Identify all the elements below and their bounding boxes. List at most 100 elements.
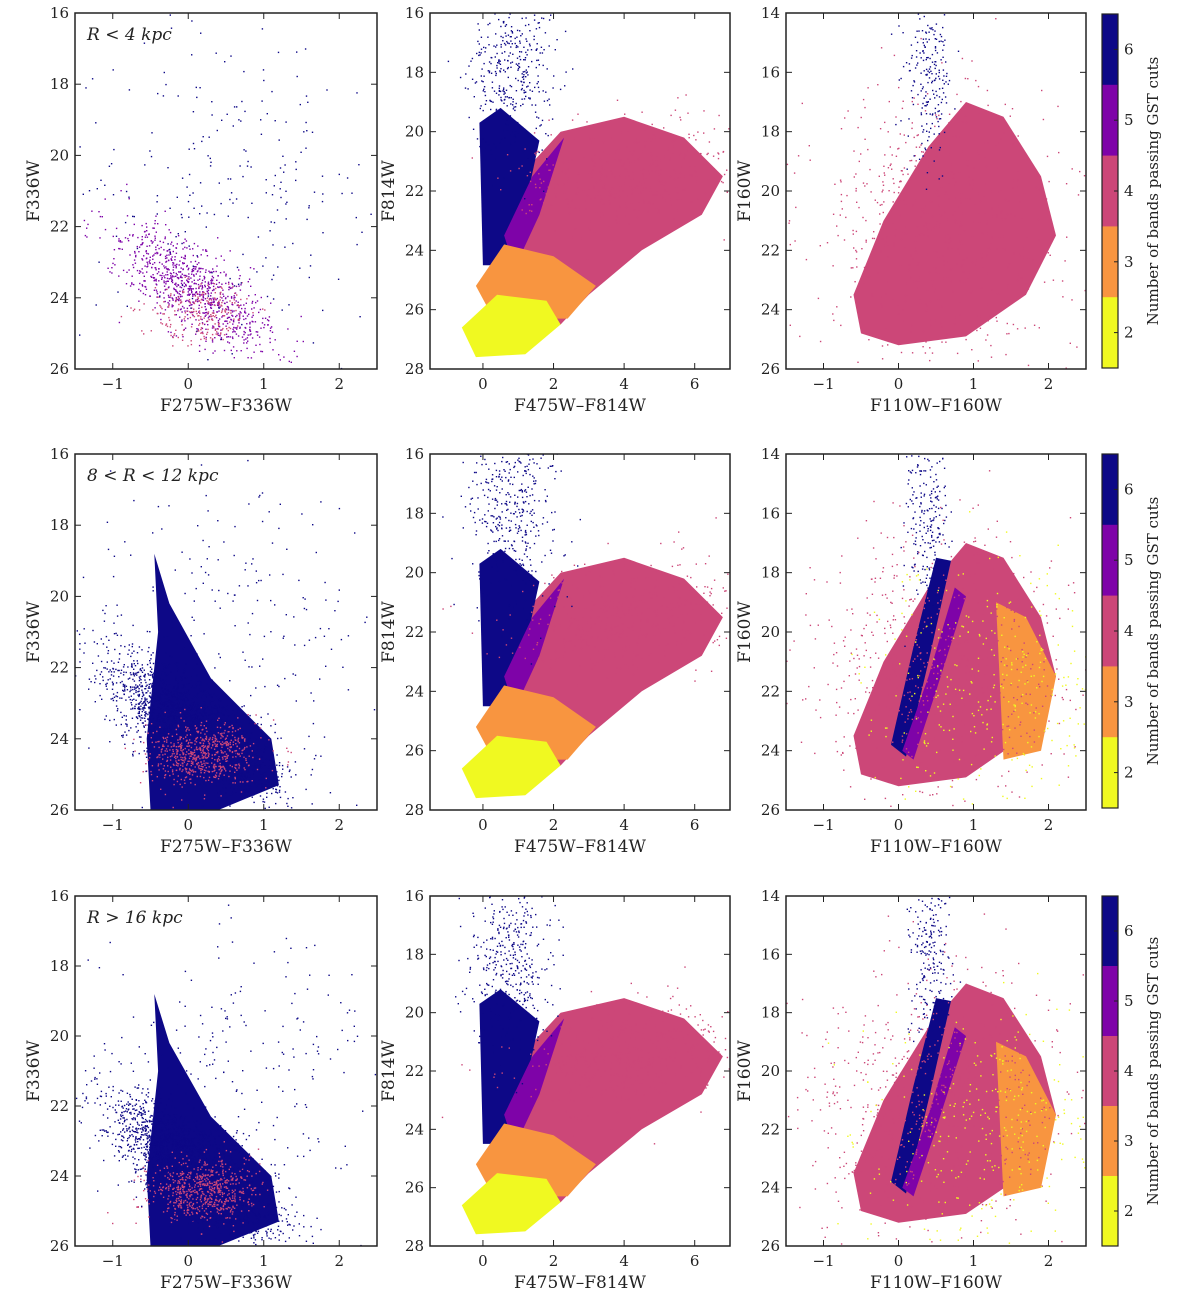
x-tick-label: 0 (183, 816, 193, 834)
y-tick-label: 14 (761, 887, 780, 905)
cmd-density-blob (461, 735, 561, 799)
cmd-data-points (75, 459, 376, 810)
colorbar-segment (1102, 84, 1118, 157)
x-tick-label: −1 (102, 1252, 124, 1270)
colorbar-tick-label: 4 (1124, 622, 1134, 640)
colorbar-tick-label: 3 (1124, 693, 1134, 711)
x-tick-label: 0 (478, 375, 488, 393)
x-tick-label: 4 (619, 816, 629, 834)
x-tick-label: 6 (690, 375, 700, 393)
y-axis-title: F814W (379, 1040, 399, 1102)
colorbar-segment (1102, 595, 1118, 667)
x-tick-label: 0 (894, 375, 904, 393)
x-tick-label: 0 (183, 375, 193, 393)
y-tick-label: 20 (50, 1027, 69, 1045)
x-tick-label: −1 (102, 375, 124, 393)
x-tick-label: 0 (183, 1252, 193, 1270)
y-axis-title: F160W (735, 160, 755, 222)
y-tick-label: 20 (761, 182, 780, 200)
cmd-density-blob (891, 998, 951, 1194)
y-tick-label: 26 (50, 1237, 69, 1255)
y-tick-label: 18 (50, 75, 69, 93)
cmd-panel-0-0: −1 0 1 2 16 18 20 22 24 26 F275W–F336W F336W R < 4 k… (24, 4, 378, 416)
cmd-density-blob (853, 102, 1056, 346)
y-tick-label: 16 (405, 887, 424, 905)
colorbar-tick-label: 2 (1124, 1202, 1134, 1220)
cmd-density-blob (504, 1018, 565, 1147)
y-axis-title: F336W (24, 601, 44, 663)
colorbar-segment (1102, 14, 1118, 86)
colorbar-0: 6 5 4 3 2 Number of bands passing GST cuts (1101, 13, 1162, 369)
colorbar-tick-label: 6 (1124, 480, 1134, 498)
y-tick-label: 22 (50, 659, 69, 677)
y-tick-label: 18 (405, 504, 424, 522)
y-tick-label: 22 (761, 1120, 780, 1138)
colorbar-segment (1102, 297, 1118, 369)
x-tick-label: −1 (812, 1252, 834, 1270)
cmd-density-blob (461, 1173, 561, 1235)
colorbar-tick-label: 5 (1124, 111, 1134, 129)
plot-frame (74, 12, 378, 370)
y-tick-label: 22 (405, 1062, 424, 1080)
colorbar-tick-label: 5 (1124, 551, 1134, 569)
x-tick-label: 2 (334, 375, 344, 393)
x-tick-label: −1 (812, 375, 834, 393)
x-tick-label: 1 (969, 1252, 979, 1270)
colorbar-tick-label: 3 (1124, 253, 1134, 271)
cmd-density-blob (996, 1041, 1056, 1197)
y-tick-label: 24 (405, 241, 424, 259)
cmd-density-blob (479, 989, 540, 1144)
cmd-data-points (441, 896, 730, 1235)
y-tick-label: 20 (50, 146, 69, 164)
plot-frame (74, 895, 378, 1247)
y-tick-label: 20 (761, 623, 780, 641)
x-tick-label: 1 (259, 1252, 269, 1270)
y-tick-label: 16 (50, 4, 69, 22)
x-tick-label: 4 (619, 375, 629, 393)
y-axis-title: F336W (24, 160, 44, 222)
y-tick-label: 24 (50, 730, 69, 748)
y-axis-title: F336W (24, 1040, 44, 1102)
cmd-data-points (786, 13, 1086, 369)
x-tick-label: 2 (549, 1252, 559, 1270)
colorbar-segment (1102, 1036, 1118, 1107)
y-tick-label: 16 (50, 887, 69, 905)
colorbar-1: 6 5 4 3 2 Number of bands passing GST cuts (1101, 453, 1162, 809)
y-tick-label: 18 (50, 957, 69, 975)
x-tick-label: 2 (549, 375, 559, 393)
y-tick-label: 18 (761, 123, 780, 141)
y-tick-label: 18 (761, 1004, 780, 1022)
colorbar-title: Number of bands passing GST cuts (1144, 57, 1162, 326)
colorbar-segment (1102, 155, 1118, 227)
y-tick-label: 20 (50, 587, 69, 605)
x-axis-title: F475W–F814W (514, 837, 646, 857)
y-tick-label: 16 (761, 63, 780, 81)
colorbar-tick-label: 6 (1124, 922, 1134, 940)
x-tick-label: −1 (812, 816, 834, 834)
y-tick-label: 28 (405, 801, 424, 819)
y-tick-label: 20 (405, 1004, 424, 1022)
x-tick-label: −1 (102, 816, 124, 834)
x-tick-label: 2 (549, 816, 559, 834)
cmd-panel-1-0: −1 0 1 2 16 18 20 22 24 26 F275W–F336W F336W 8 < R <… (24, 445, 378, 857)
colorbar-2: 6 5 4 3 2 Number of bands passing GST cuts (1101, 895, 1162, 1247)
colorbar-segment (1102, 737, 1118, 809)
cmd-data-points (786, 896, 1086, 1245)
x-tick-label: 2 (1044, 816, 1054, 834)
y-tick-label: 28 (405, 1237, 424, 1255)
radius-bin-label: R < 4 kpc (86, 25, 172, 45)
x-tick-label: 0 (894, 816, 904, 834)
y-tick-label: 16 (405, 445, 424, 463)
colorbar-segment (1102, 1176, 1118, 1247)
colorbar-tick-label: 2 (1124, 764, 1134, 782)
colorbar-tick-label: 2 (1124, 324, 1134, 342)
y-tick-label: 18 (761, 564, 780, 582)
cmd-density-blob (996, 602, 1056, 760)
y-tick-label: 18 (405, 945, 424, 963)
y-tick-label: 22 (50, 1097, 69, 1115)
y-tick-label: 20 (405, 123, 424, 141)
